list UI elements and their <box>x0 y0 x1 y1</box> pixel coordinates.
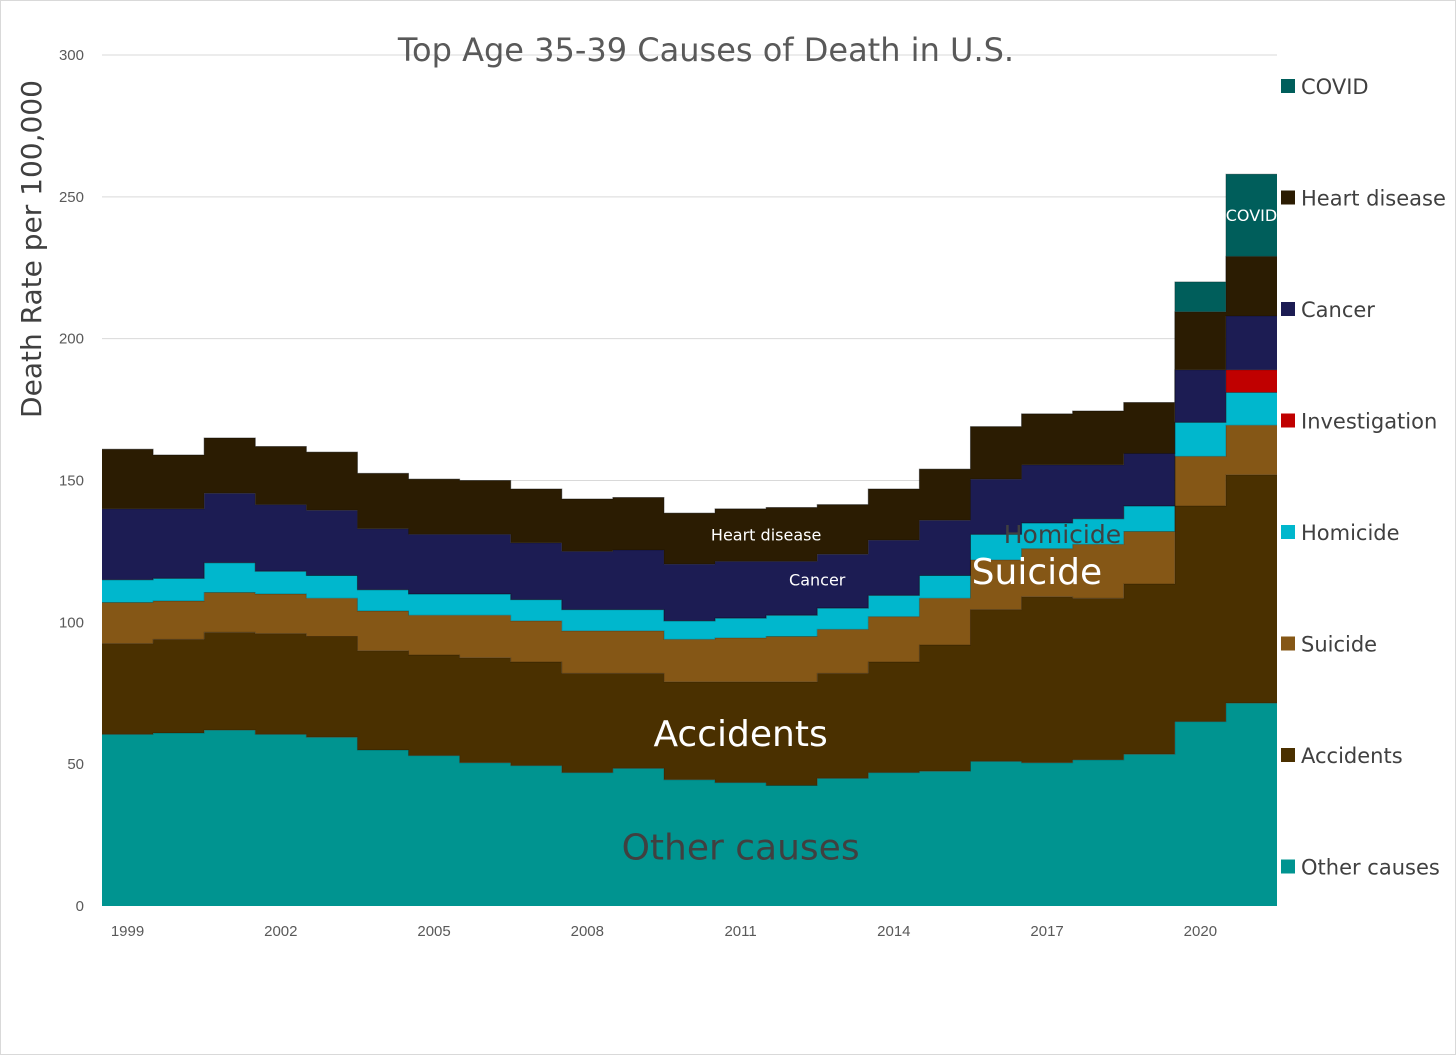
legend-swatch-accidents <box>1281 748 1295 762</box>
x-tick-label: 2005 <box>417 923 450 940</box>
y-axis-ticks: 0 50 100 150 200 250 300 <box>59 47 84 915</box>
legend-swatch-suicide <box>1281 636 1295 651</box>
legend-label-homicide: Homicide <box>1301 521 1400 545</box>
y-tick-label: 100 <box>59 614 84 631</box>
x-tick-label: 2011 <box>724 923 756 940</box>
series-edge-accidents <box>102 474 1277 683</box>
legend-label-covid: COVID <box>1301 75 1369 99</box>
series-area-other-causes <box>102 703 1277 906</box>
series-edge-cancer <box>102 315 1277 565</box>
annotation-suicide: Suicide <box>972 552 1102 593</box>
series-edge-homicide <box>102 392 1277 622</box>
annotation-covid: COVID <box>1226 206 1277 225</box>
x-tick-label: 1999 <box>111 923 144 940</box>
legend-swatch-homicide <box>1281 525 1295 539</box>
y-tick-label: 250 <box>59 189 84 206</box>
legend-label-suicide: Suicide <box>1301 633 1377 657</box>
legend-label-other-causes: Other causes <box>1301 856 1440 880</box>
x-tick-label: 2020 <box>1184 923 1217 940</box>
annotation-homicide: Homicide <box>1004 520 1121 549</box>
series-edge-heart-disease <box>102 255 1277 514</box>
legend-swatch-investigation <box>1281 413 1295 428</box>
x-tick-label: 2017 <box>1030 923 1063 940</box>
legend-label-heart-disease: Heart disease <box>1301 187 1446 211</box>
legend: COVID Heart disease Cancer Investigation Hom… <box>1281 75 1446 880</box>
x-tick-label: 2008 <box>571 923 604 940</box>
legend-swatch-heart-disease <box>1281 190 1295 205</box>
annotation-accidents: Accidents <box>653 714 827 755</box>
legend-swatch-other-causes <box>1281 859 1295 874</box>
legend-swatch-cancer <box>1281 302 1295 316</box>
series-edge-suicide <box>102 424 1277 640</box>
annotation-cancer: Cancer <box>789 571 846 590</box>
annotation-heart-disease: Heart disease <box>711 525 821 544</box>
x-tick-label: 2014 <box>877 923 910 940</box>
legend-label-cancer: Cancer <box>1301 298 1375 322</box>
area-series <box>102 173 1277 906</box>
y-axis-label: Death Rate per 100,000 <box>15 80 48 418</box>
series-edge-covid <box>102 173 1277 514</box>
legend-label-accidents: Accidents <box>1301 744 1403 768</box>
y-tick-label: 0 <box>76 898 84 915</box>
y-tick-label: 200 <box>59 331 84 348</box>
chart-title: Top Age 35-39 Causes of Death in U.S. <box>397 31 1014 69</box>
series-edge-other-causes <box>102 702 1277 786</box>
series-area-accidents <box>102 474 1277 786</box>
legend-label-investigation: Investigation <box>1301 410 1437 434</box>
legend-swatch-covid <box>1281 79 1295 93</box>
y-tick-label: 150 <box>59 473 84 490</box>
y-tick-label: 50 <box>67 756 84 773</box>
series-area-cancer <box>102 315 1277 621</box>
annotation-other-causes: Other causes <box>622 827 860 868</box>
series-edge-investigation <box>102 369 1277 622</box>
series-area-suicide <box>102 425 1277 682</box>
y-tick-label: 300 <box>59 47 84 64</box>
x-axis-ticks: 1999 2002 2005 2008 2011 2014 2017 2020 <box>111 923 1217 940</box>
area-annotations: Other causes Accidents Suicide Homicide Canc… <box>622 206 1278 868</box>
series-area-heart-disease <box>102 256 1277 565</box>
x-tick-label: 2002 <box>264 923 297 940</box>
